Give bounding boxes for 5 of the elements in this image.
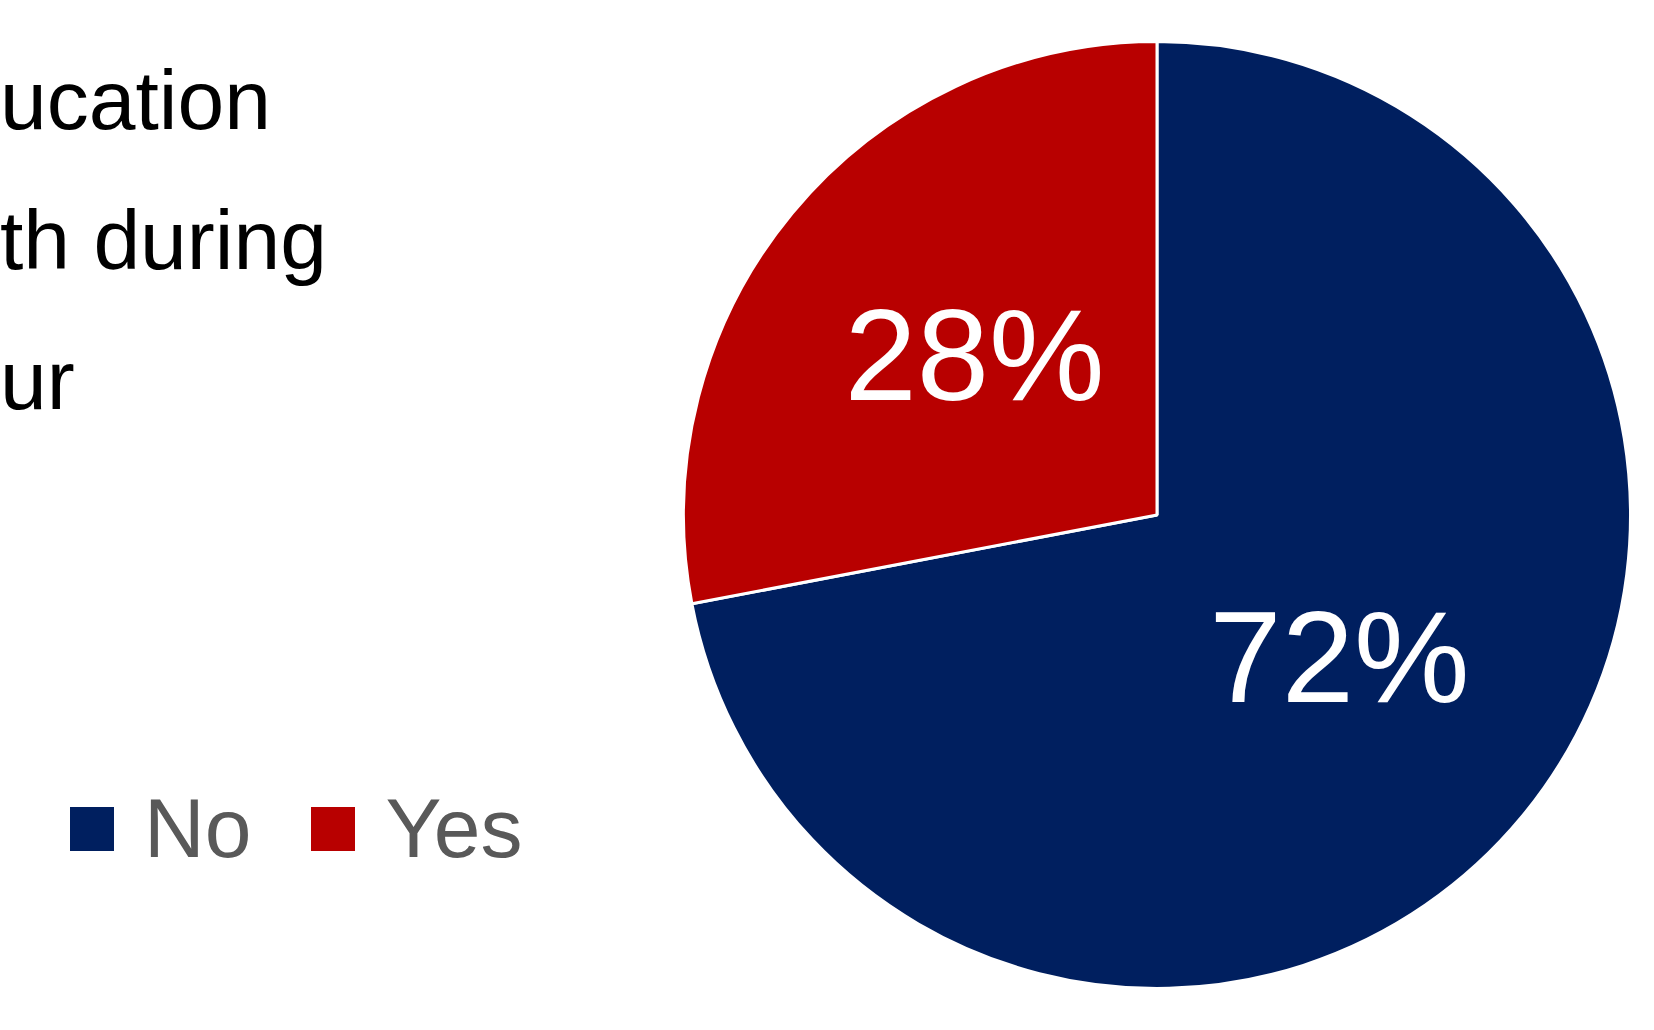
text: ucation th during ur <box>0 52 327 429</box>
data-label: 72% <box>1209 583 1470 730</box>
legend-label: Yes <box>385 780 523 877</box>
legend-label: No <box>144 780 252 877</box>
data-label: 28% <box>844 281 1105 428</box>
